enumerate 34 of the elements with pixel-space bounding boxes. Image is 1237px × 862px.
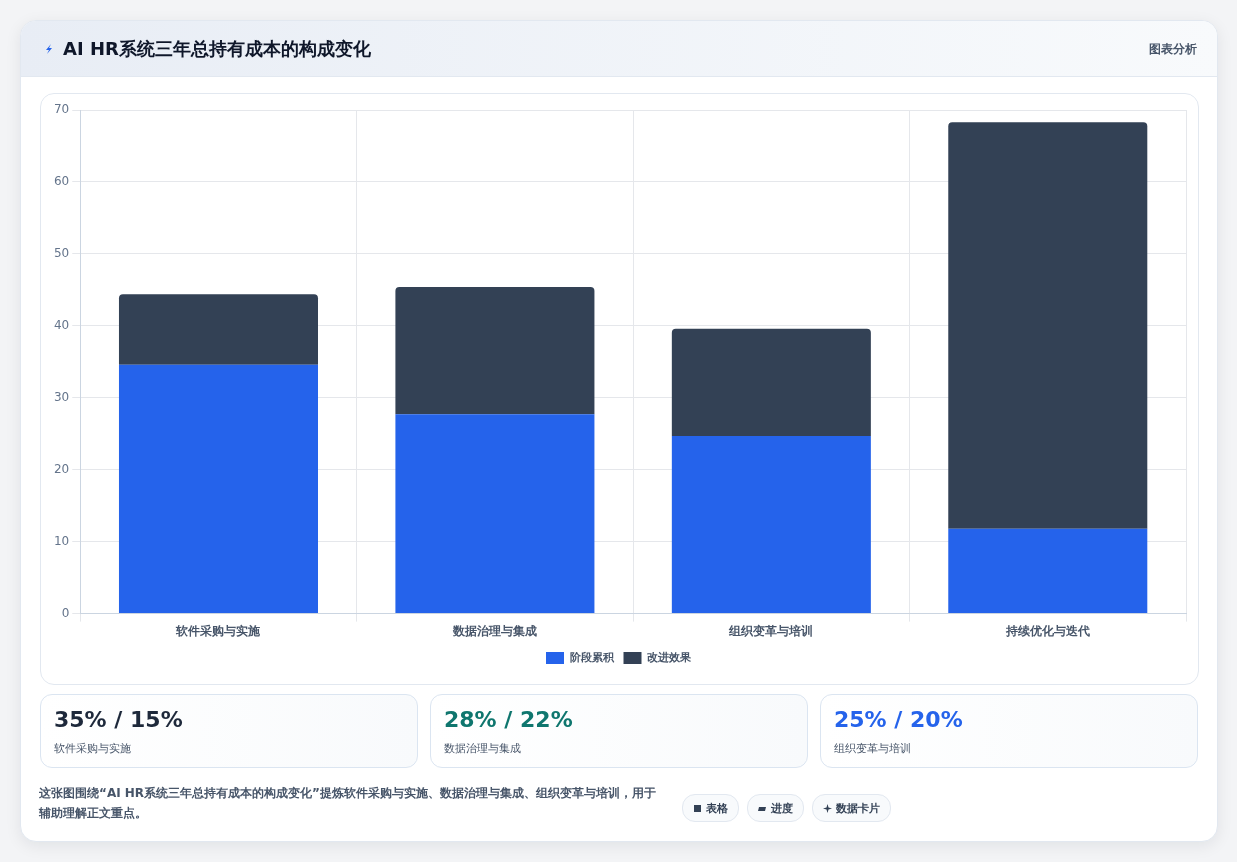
x-tick-label: 数据治理与集成 [451, 623, 537, 638]
y-tick-label: 30 [53, 389, 70, 404]
x-tick-label: 持续优化与迭代 [1004, 623, 1090, 638]
legend-label: 阶段累积 [569, 650, 615, 664]
bar [948, 122, 1148, 529]
text: 25% / 20% [834, 707, 963, 732]
text: 28% / 22% [444, 707, 573, 732]
bar [395, 414, 595, 614]
bar [118, 364, 318, 614]
text: 这张图围绕“AI HR系统三年总持有成本的构成变化”提炼软件采购与实施、数据治理与集成、组织变革与培训，用于辅助理解正文重点。 [39, 785, 657, 822]
text: 35% / 15% [54, 707, 183, 732]
y-tick-label: 70 [53, 102, 70, 117]
x-tick-label: 软件采购与实施 [175, 623, 262, 638]
y-tick-label: 20 [53, 461, 70, 476]
bar [395, 286, 595, 415]
text: 组织变革与培训 [834, 741, 911, 756]
y-tick-label: 0 [61, 605, 70, 620]
y-tick-label: 50 [53, 246, 70, 261]
legend-label: 改进效果 [647, 650, 692, 664]
y-tick-label: 40 [53, 317, 70, 332]
y-tick-label: 60 [53, 174, 70, 189]
text: 图表分析 [1149, 41, 1197, 58]
x-tick-label: 组织变革与培训 [728, 623, 814, 638]
bar [948, 528, 1148, 614]
y-tick-label: 10 [53, 533, 70, 548]
bar [671, 435, 871, 614]
text: 软件采购与实施 [54, 741, 131, 756]
text: 表格 [706, 800, 728, 816]
bar [671, 328, 871, 436]
text: 数据治理与集成 [444, 741, 521, 756]
chart-title: AI HR系统三年总持有成本的构成变化 [63, 37, 371, 61]
text: 数据卡片 [836, 800, 880, 816]
bar [118, 294, 318, 365]
text: 进度 [771, 800, 793, 816]
